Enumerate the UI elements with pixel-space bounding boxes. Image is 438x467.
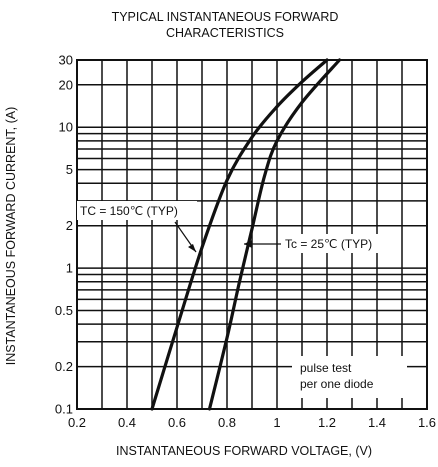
annotation-box: [292, 356, 407, 398]
x-tick-label: 1.4: [368, 415, 386, 430]
x-tick-label: 0.6: [168, 415, 186, 430]
y-tick-label: 5: [66, 162, 73, 177]
annotation-pulse-test: pulse test: [300, 361, 352, 375]
y-tick-label: 20: [59, 77, 73, 92]
x-tick-label: 1: [273, 415, 280, 430]
chart-title-line-1: TYPICAL INSTANTANEOUS FORWARD: [112, 10, 339, 24]
x-tick-label: 0.4: [118, 415, 136, 430]
y-tick-label: 2: [66, 218, 73, 233]
series-label-25c: Tc = 25℃ (TYP): [285, 237, 372, 251]
series-group: [150, 58, 342, 411]
y-tick-label: 0.5: [55, 303, 73, 318]
arrow-head-25c: [244, 240, 252, 248]
label-box-150c: [77, 201, 197, 220]
x-tick-label: 1.6: [418, 415, 436, 430]
x-tick-label: 1.2: [318, 415, 336, 430]
y-tick-label: 0.2: [55, 359, 73, 374]
y-tick-label: 30: [59, 53, 73, 68]
y-tick-label: 1: [66, 261, 73, 276]
y-tick-label: 10: [59, 120, 73, 135]
annotation-per-one-diode: per one diode: [300, 377, 374, 391]
label-box-25c: [282, 234, 397, 253]
plot-frame: [76, 59, 428, 410]
chart-title-line-2: CHARACTERISTICS: [166, 26, 284, 40]
y-tick-label: 0.1: [55, 402, 73, 417]
x-tick-label: 0.2: [68, 415, 86, 430]
series-label-150c: TC = 150℃ (TYP): [80, 204, 178, 218]
x-tick-label: 0.8: [218, 415, 236, 430]
y-axis-label: INSTANTANEOUS FORWARD CURRENT, (A): [4, 107, 18, 366]
x-axis-label: INSTANTANEOUS FORWARD VOLTAGE, (V): [116, 444, 372, 458]
arrow-head-150c: [188, 244, 196, 252]
series-line-25c: [207, 58, 342, 411]
series-line-150c: [150, 58, 329, 411]
